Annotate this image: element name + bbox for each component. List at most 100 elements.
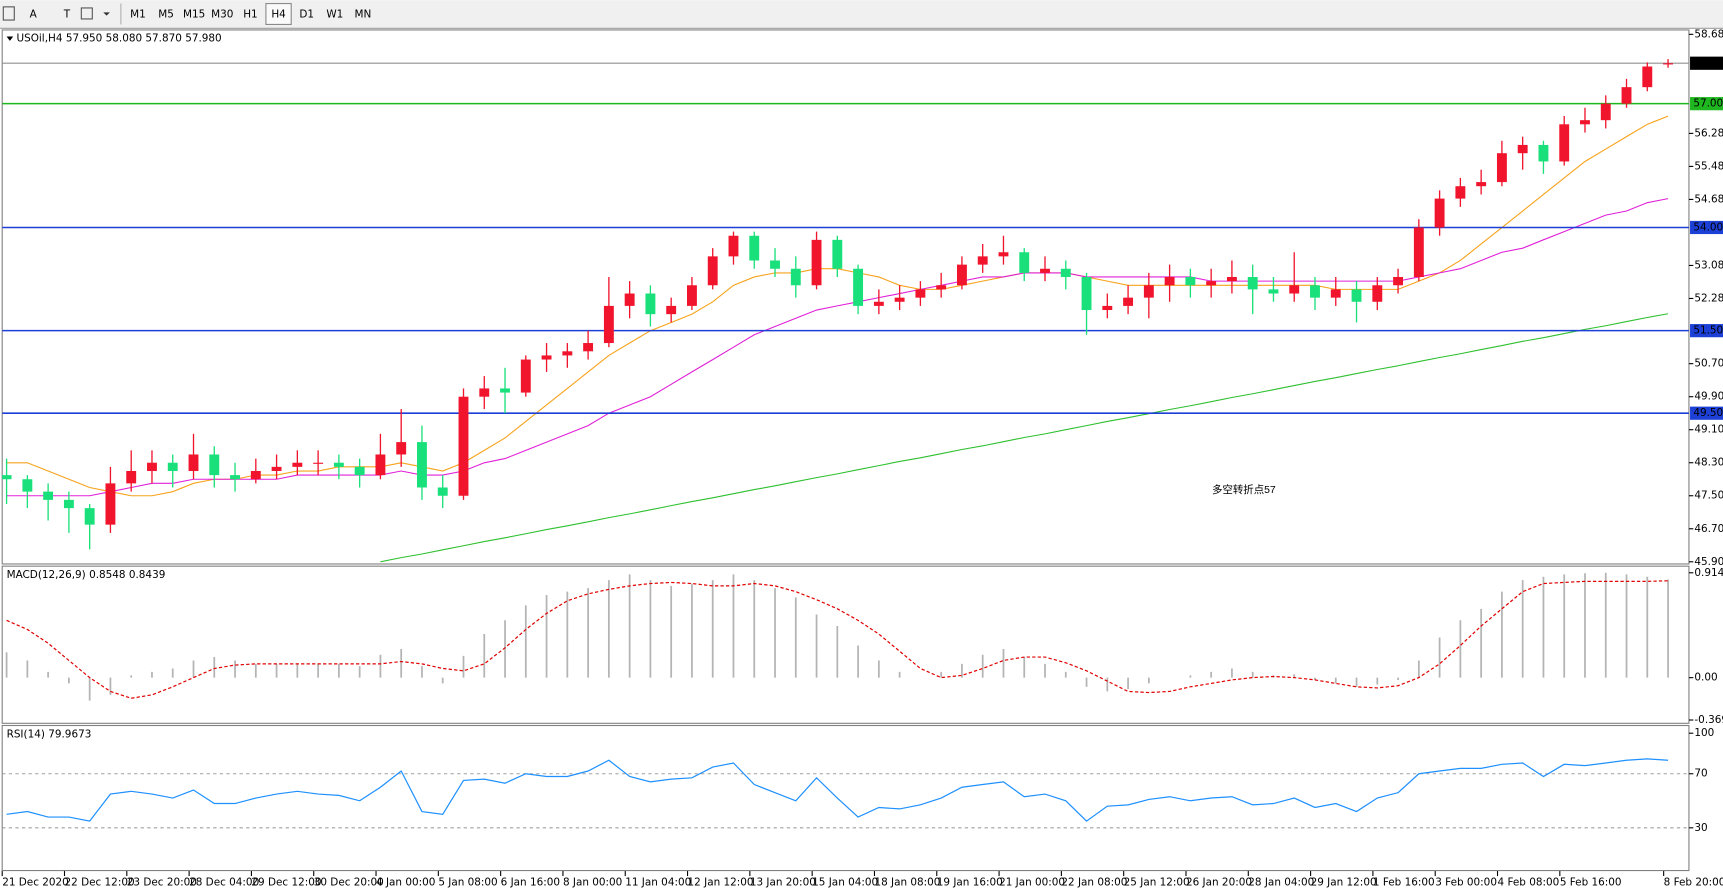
y-tick-label: 49.100 bbox=[1694, 424, 1723, 436]
y-tick-label: -0.3693 bbox=[1694, 714, 1723, 726]
candle-body bbox=[998, 252, 1009, 257]
pane-frame bbox=[1, 565, 1690, 724]
timeframe-button[interactable]: M5 bbox=[158, 9, 174, 21]
chart-header: USOil,H4 57.950 58.080 57.870 57.980 bbox=[16, 33, 221, 45]
timeframe-button[interactable]: W1 bbox=[326, 9, 343, 21]
candle-body bbox=[417, 442, 427, 488]
annotation: 多空转折点57 bbox=[1212, 483, 1276, 496]
x-tick-label: 22 Jan 08:00 bbox=[1061, 877, 1127, 889]
x-tick-label: 29 Jan 12:00 bbox=[1311, 877, 1377, 889]
indicator-header: RSI(14) 79.9673 bbox=[7, 728, 92, 740]
level-label: 51.500 bbox=[1693, 325, 1723, 337]
tool-text[interactable]: A bbox=[30, 9, 38, 21]
timeframe-button[interactable]: D1 bbox=[299, 9, 314, 21]
tool-text[interactable]: T bbox=[63, 9, 71, 21]
candle-body bbox=[1289, 285, 1300, 294]
candle-body bbox=[1330, 289, 1341, 298]
y-tick-label: 52.280 bbox=[1694, 292, 1723, 304]
candle-body bbox=[956, 264, 967, 286]
candle-body bbox=[105, 483, 116, 525]
candle-body bbox=[873, 301, 884, 306]
y-axis: 0.9143 0.00 -0.3693 bbox=[1688, 567, 1723, 726]
candle-body bbox=[1060, 268, 1071, 278]
candle-body bbox=[1226, 277, 1237, 282]
tool-icon[interactable] bbox=[80, 7, 93, 20]
dropdown-arrow[interactable] bbox=[103, 12, 110, 16]
moving-average bbox=[380, 313, 1669, 563]
candle-body bbox=[728, 235, 739, 257]
candle-body bbox=[375, 454, 386, 476]
candle-body bbox=[770, 260, 780, 269]
x-tick-label: 25 Jan 12:00 bbox=[1124, 877, 1190, 889]
level-label: 49.500 bbox=[1693, 407, 1723, 419]
x-tick-label: 22 Dec 12:00 bbox=[65, 877, 135, 889]
y-tick-label: 53.080 bbox=[1694, 259, 1723, 271]
x-tick-label: 19 Jan 16:00 bbox=[937, 877, 1003, 889]
x-tick-label: 26 Jan 20:00 bbox=[1186, 877, 1252, 889]
level-label: 54.000 bbox=[1693, 221, 1723, 233]
x-tick-label: 13 Jan 20:00 bbox=[750, 877, 816, 889]
active-timeframe[interactable] bbox=[265, 3, 292, 25]
indicator-line bbox=[6, 758, 1669, 822]
candle-body bbox=[167, 462, 178, 471]
moving-average bbox=[6, 198, 1669, 497]
candle-body bbox=[188, 454, 199, 471]
candle-body bbox=[479, 388, 490, 397]
candle-body bbox=[645, 293, 656, 315]
candle-body bbox=[790, 268, 801, 286]
candle-body bbox=[209, 454, 220, 476]
candle-body bbox=[853, 268, 864, 306]
indicator-value: 79.9673 bbox=[48, 728, 91, 740]
candle-body bbox=[63, 499, 74, 509]
timeframe-button[interactable]: H1 bbox=[243, 9, 257, 21]
candle-body bbox=[811, 239, 822, 286]
candle-body bbox=[1019, 252, 1030, 273]
current-price-label: 57.980 bbox=[1693, 57, 1723, 69]
x-tick-label: 30 Dec 20:00 bbox=[314, 877, 384, 889]
y-tick-label: 55.480 bbox=[1694, 160, 1723, 172]
y-tick-label: 48.300 bbox=[1694, 457, 1723, 469]
candle-body bbox=[603, 305, 614, 344]
candle-body bbox=[230, 475, 240, 480]
y-tick-label: 100 bbox=[1694, 727, 1714, 739]
x-tick-label: 21 Jan 00:00 bbox=[999, 877, 1065, 889]
x-tick-label: 21 Dec 2020 bbox=[2, 877, 69, 889]
candle-body bbox=[1642, 66, 1653, 88]
y-tick-label: 49.900 bbox=[1694, 391, 1723, 403]
x-tick-label: 18 Jan 08:00 bbox=[874, 877, 940, 889]
pane bbox=[2, 758, 1689, 829]
timeframe-button[interactable]: MN bbox=[355, 9, 372, 21]
x-tick-label: 4 Feb 08:00 bbox=[1498, 877, 1560, 889]
candle-body bbox=[1081, 277, 1092, 311]
candle-body bbox=[624, 293, 635, 306]
header-arrow bbox=[6, 36, 14, 41]
candle-body bbox=[271, 466, 282, 471]
candle-body bbox=[147, 462, 157, 471]
y-tick-label: 56.280 bbox=[1694, 127, 1723, 139]
timeframe-button[interactable]: H4 bbox=[271, 9, 286, 21]
candle-body bbox=[1247, 277, 1258, 290]
candle-body bbox=[458, 396, 469, 496]
x-tick-label: 28 Dec 04:00 bbox=[189, 877, 259, 889]
x-tick-label: 23 Dec 20:00 bbox=[127, 877, 197, 889]
candle-body bbox=[1040, 268, 1050, 273]
candle-body bbox=[1434, 198, 1445, 228]
candle-body bbox=[707, 256, 718, 286]
y-tick-label: 70 bbox=[1694, 768, 1707, 780]
pane bbox=[5, 572, 1669, 701]
timeframe-button[interactable]: M30 bbox=[211, 9, 233, 21]
level-label: 57.000 bbox=[1693, 98, 1723, 110]
ohlc-value: 58.080 bbox=[106, 33, 142, 45]
timeframe-button[interactable]: M1 bbox=[130, 9, 146, 21]
timeframe-button[interactable]: M15 bbox=[183, 9, 205, 21]
tool-icon[interactable] bbox=[2, 6, 15, 21]
indicator-header: MACD(12,26,9) 0.8548 0.8439 bbox=[7, 569, 166, 581]
candle-body bbox=[1476, 182, 1487, 187]
candle-body bbox=[313, 462, 324, 464]
x-tick-label: 4 Jan 00:00 bbox=[376, 877, 435, 889]
y-axis: 58.680 56.280 55.480 54.680 53.080 52.280 50.7… bbox=[1688, 28, 1723, 568]
pane-frame bbox=[1, 29, 1690, 565]
x-tick-label: 3 Feb 00:00 bbox=[1435, 877, 1497, 889]
